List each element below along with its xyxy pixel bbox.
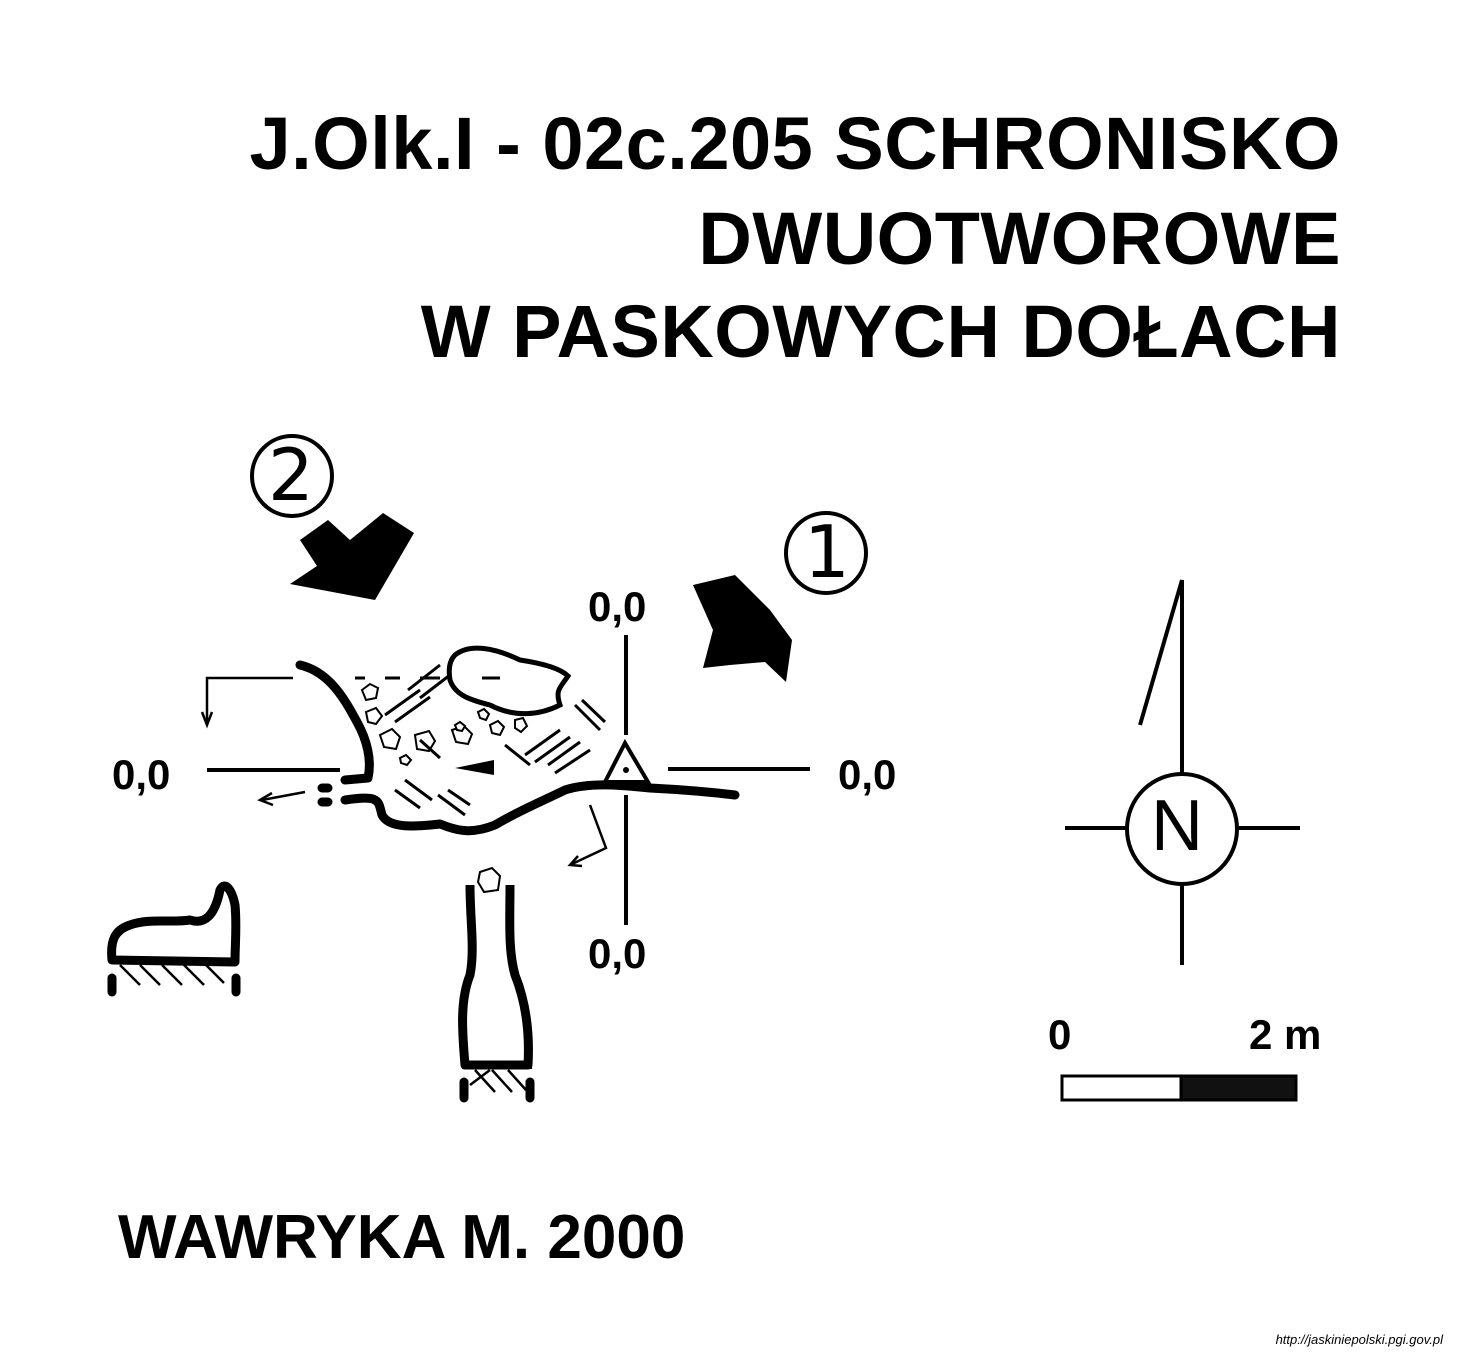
author-credit: WAWRYKA M. 2000: [118, 1203, 686, 1272]
north-arrow: [1065, 579, 1300, 965]
hatching: [355, 663, 607, 817]
entrance-1-marker: [784, 511, 868, 595]
boulder: [446, 645, 572, 717]
cave-walls: [295, 660, 740, 836]
cross-section-bottom: [458, 866, 535, 1103]
title-line-3: W PASKOWYCH DOŁACH: [420, 290, 1341, 373]
title-line-2: DWUOTWOROWE: [698, 197, 1341, 280]
level-label-right: 0,0: [838, 751, 897, 798]
entrance-2-marker: [250, 434, 334, 518]
scale-start-label: 0: [1048, 1011, 1072, 1058]
north-letter: N: [1151, 786, 1203, 866]
section-arrows: [200, 676, 608, 868]
level-label-left: 0,0: [112, 751, 171, 798]
entrance-2-arrow: [290, 513, 414, 600]
level-label-top: 0,0: [588, 583, 647, 630]
entrance-2-number: 2: [268, 433, 314, 517]
entrance-1-arrow: [693, 575, 792, 682]
source-url[interactable]: http://jaskiniepolski.pgi.gov.pl: [1275, 1332, 1443, 1347]
scale-end-label: 2 m: [1249, 1011, 1322, 1058]
survey-station: [601, 738, 652, 784]
rubble: [360, 682, 529, 767]
level-label-bottom: 0,0: [588, 930, 647, 977]
title-line-1: J.Olk.I - 02c.205 SCHRONISKO: [249, 102, 1341, 185]
section-lines: [207, 635, 810, 925]
entrance-1-number: 1: [804, 510, 850, 594]
scale-bar: [1060, 1074, 1298, 1102]
floor-arrow: [455, 760, 494, 775]
cross-section-left: [107, 881, 241, 997]
